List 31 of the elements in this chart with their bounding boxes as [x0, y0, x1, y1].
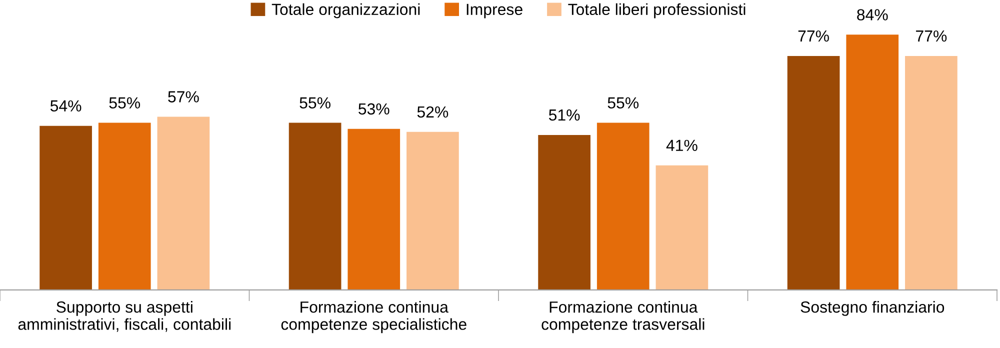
data-label: 57% [168, 91, 199, 102]
data-label: 77% [916, 30, 947, 42]
x-tick-label: Supporto su aspetti amministrativi, fiscali, contabili [18, 300, 231, 332]
data-label: 84% [857, 9, 888, 20]
bar [98, 122, 151, 290]
data-label: 77% [798, 30, 829, 42]
bar [157, 116, 210, 290]
bar [596, 122, 650, 290]
data-label: 53% [358, 103, 390, 115]
x-tick-label: Sostegno finanziario [800, 300, 944, 316]
legend-label: Imprese [466, 4, 522, 18]
bar [406, 132, 459, 290]
data-label: 55% [608, 97, 639, 109]
x-tick-label: Formazione continua competenze specialistiche [281, 300, 466, 334]
legend-label: Totale liberi professionisti [568, 3, 746, 18]
bar [348, 128, 400, 290]
data-label: 52% [417, 106, 448, 118]
bar [905, 56, 958, 290]
data-label: 55% [300, 97, 330, 109]
data-label: 41% [666, 140, 698, 151]
bar [538, 134, 590, 290]
legend-label: Totale organizzazioni [272, 3, 420, 18]
bar [846, 34, 899, 290]
bar [288, 122, 342, 290]
bar [656, 165, 708, 290]
bar [787, 56, 840, 290]
data-label: 51% [548, 109, 580, 121]
bar [40, 126, 92, 290]
x-tick-label: Formazione continua competenze trasversali [542, 300, 704, 334]
data-label: 54% [50, 100, 82, 112]
data-label: 55% [109, 97, 140, 109]
